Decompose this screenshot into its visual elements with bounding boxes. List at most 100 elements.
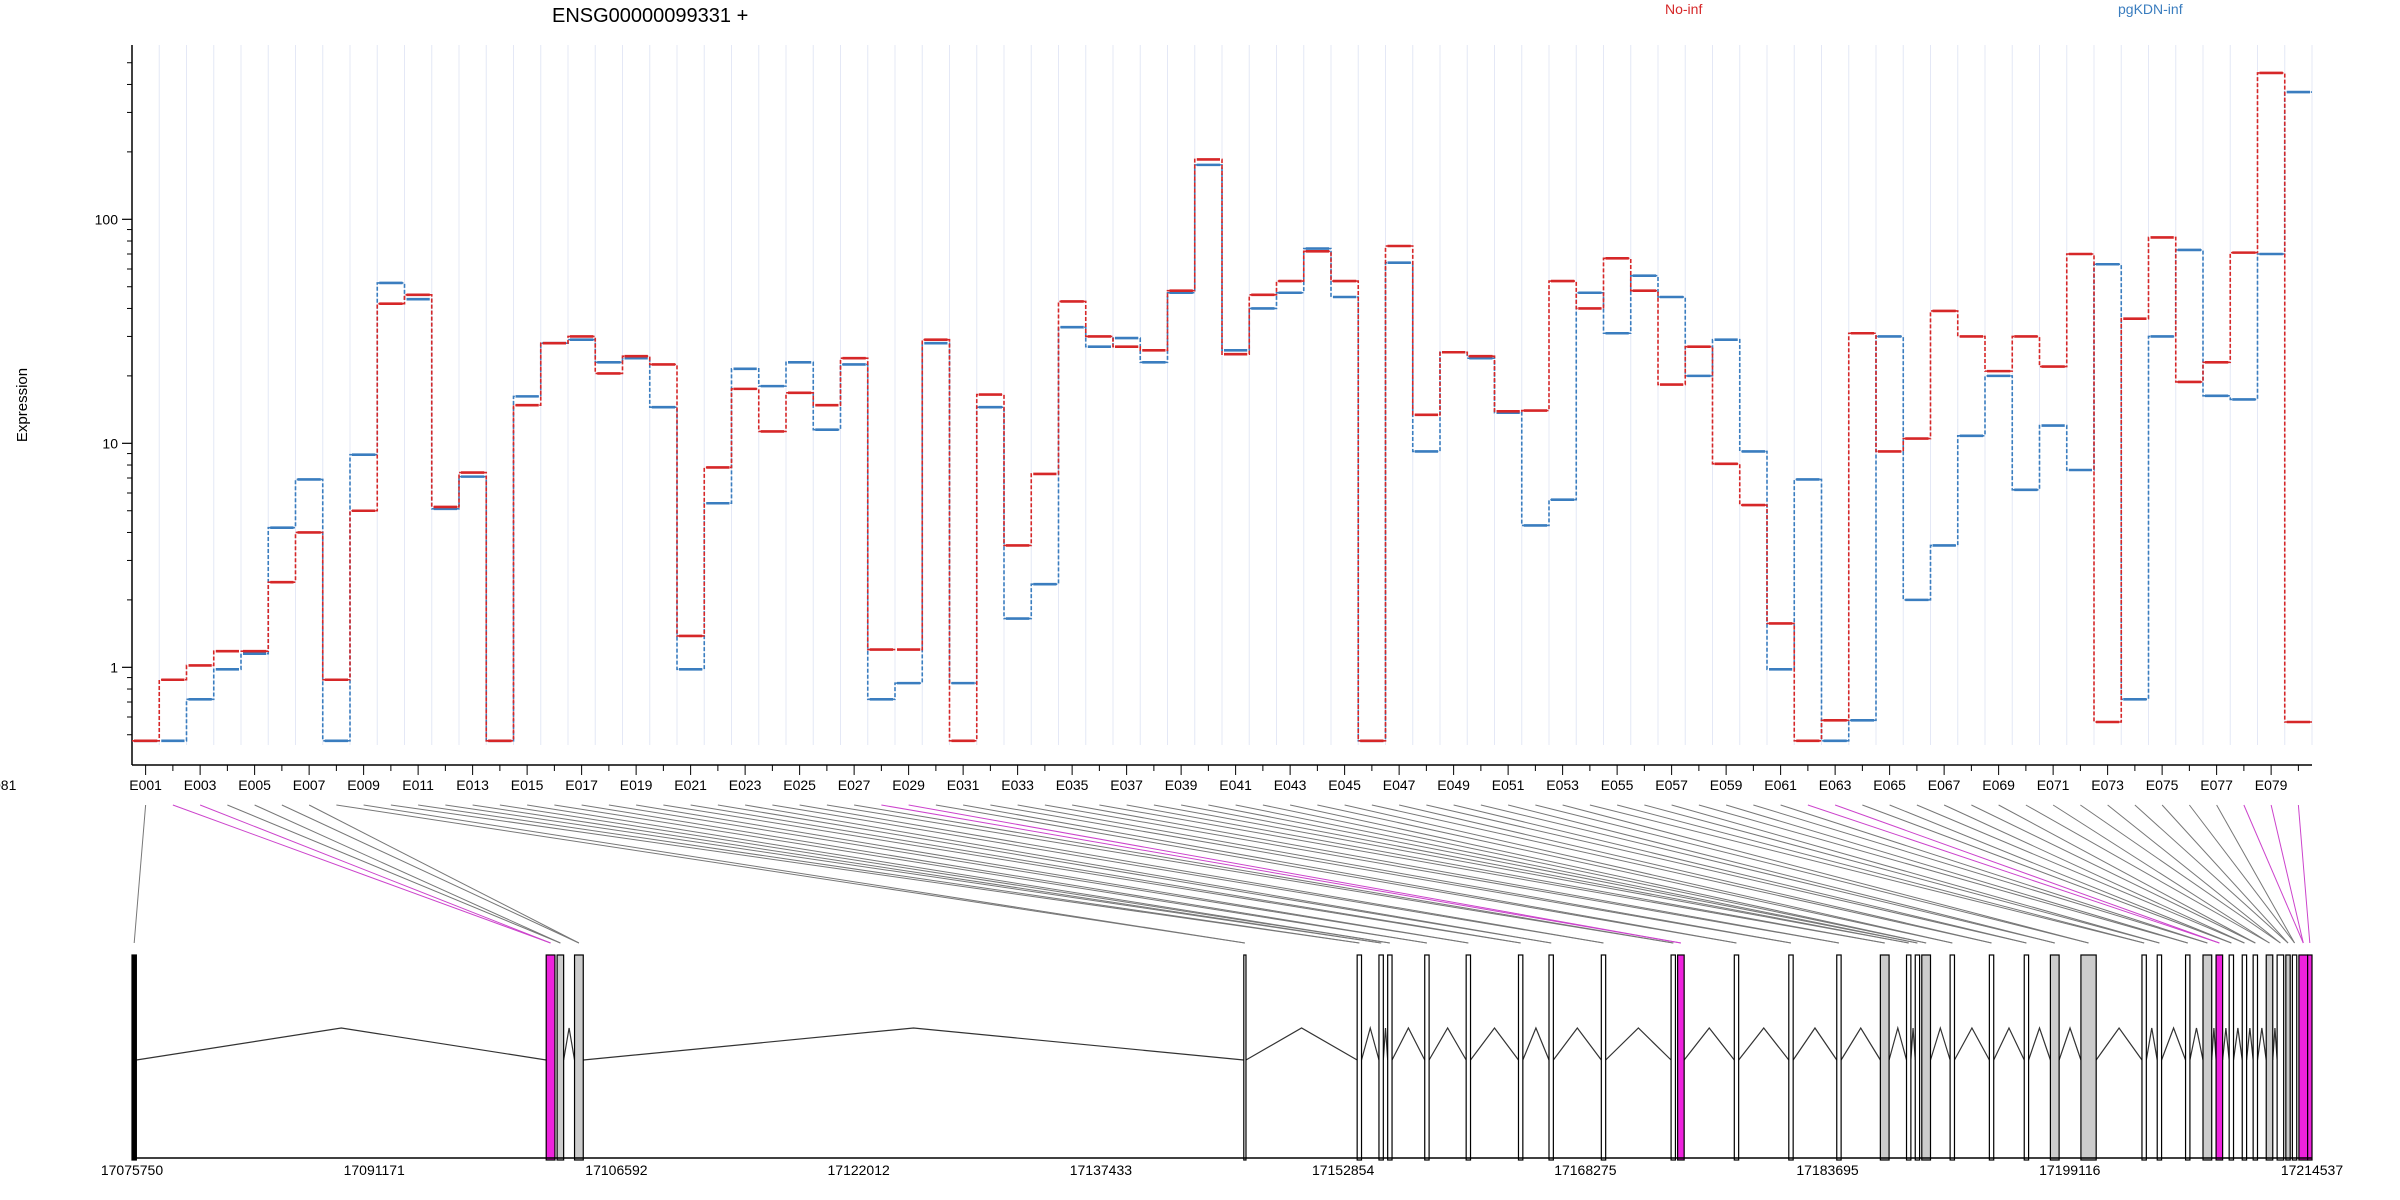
connector-line [2270,804,2304,944]
genomic-tick-label: 17075750 [101,1162,164,1178]
connector-line [1480,804,2055,944]
chart-title: ENSG00000099331 + [552,5,748,27]
exon-box [2215,954,2224,1161]
connector-line [636,804,1469,944]
connector-line [1290,804,1927,944]
connector-line [254,804,561,944]
x-tick-label: E079 [2255,777,2288,793]
genomic-tick-label: 17214537 [2281,1162,2344,1178]
x-tick-label: E081 [0,777,17,793]
intron-line [2095,1026,2143,1061]
intron-line [1929,1025,1951,1061]
x-tick-label: E065 [1873,777,1906,793]
series-lines [132,71,2312,743]
series-line-0 [132,72,2312,742]
intron-line [2211,1027,2217,1061]
connector-line [527,804,1390,944]
x-tick-label: E051 [1492,777,1525,793]
intron-line [1953,1026,1990,1061]
x-tick-label: E009 [347,777,380,793]
connector-line [1099,804,1885,944]
genomic-tick-label: 17183695 [1796,1162,1859,1178]
connector-line [745,804,1552,944]
exon-box [2307,954,2313,1161]
legend-label-no-inf: No-inf [1665,1,1702,17]
intron-line [2222,1027,2230,1061]
connector-line [1943,804,2245,944]
x-tick-label: E039 [1165,777,1198,793]
x-tick-label: E049 [1437,777,1470,793]
connector-line [1235,804,1918,944]
connector-line [1181,804,1909,944]
x-tick-label: E041 [1219,777,1252,793]
connector-line [2243,804,2304,944]
x-tick-label: E053 [1546,777,1579,793]
exon-box [1949,954,1956,1161]
connector-line [1208,804,1918,944]
exon-box [2228,954,2235,1161]
intron-line [2189,1027,2204,1061]
exon-box [1879,954,1890,1161]
connector-line [499,804,1390,944]
connector-line [990,804,1792,944]
connector-line [1072,804,1840,944]
connector-line [1562,804,2089,944]
connector-line [1807,804,2220,944]
intron-line [1738,1027,1790,1061]
x-tick-label: E077 [2200,777,2233,793]
y-tick-label: 1 [110,659,118,675]
genomic-tick-label: 17122012 [828,1162,891,1178]
connector-line [281,804,580,944]
intron-line [2246,1027,2254,1061]
connector-line [445,804,1382,944]
connector-line [1916,804,2245,944]
intron-line [563,1027,576,1061]
intron-line [1683,1027,1735,1061]
connector-line [1780,804,2208,944]
exon-box [1788,954,1794,1161]
intron-line [2161,1026,2187,1061]
connector-line [663,804,1521,944]
exon-box [545,954,556,1161]
connector-line [1126,804,1885,944]
connector-line [2297,804,2311,944]
exon-box [1914,954,1921,1161]
connector-line [336,804,1245,944]
x-tick-label: E043 [1274,777,1307,793]
x-tick-label: E017 [565,777,598,793]
exon-box [1836,954,1842,1161]
x-tick-label: E073 [2091,777,2124,793]
connector-line [1535,804,2089,944]
y-tick-label: 100 [95,211,119,227]
y-tick-label: 10 [102,435,118,451]
x-tick-label: E063 [1819,777,1852,793]
connector-line [581,804,1428,944]
connector-line [826,804,1674,944]
exon-box [2049,954,2060,1161]
connector-line [1862,804,2232,944]
exon-box [556,954,565,1161]
intron-line [2058,1026,2082,1061]
connector-line [772,804,1604,944]
x-tick-label: E023 [729,777,762,793]
connector-line [1753,804,2208,944]
exon-box [1988,954,1995,1161]
intron-line [1391,1026,1426,1061]
connector-line [1262,804,1927,944]
connector-line [133,804,147,944]
connector-line [2107,804,2281,944]
connector-line [1508,804,2055,944]
connector-line [1698,804,2188,944]
connector-line [1426,804,2027,944]
intron-line [2028,1026,2051,1061]
x-tick-label: E071 [2037,777,2070,793]
connector-line [1017,804,1792,944]
intron-line [1552,1026,1602,1061]
x-tick-label: E047 [1383,777,1416,793]
connector-line [2080,804,2281,944]
connector-line [1317,804,1953,944]
connector-line [1644,804,2160,944]
connector-line [1725,804,2188,944]
x-tick-label: E031 [947,777,980,793]
connector-line [908,804,1681,944]
